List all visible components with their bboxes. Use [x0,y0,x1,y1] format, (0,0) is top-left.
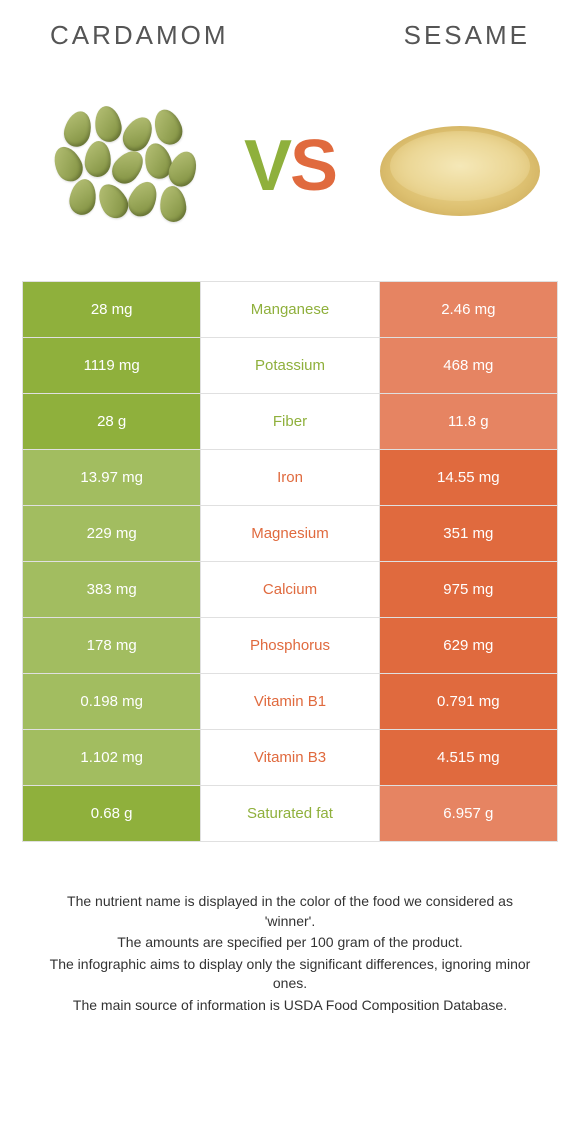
nutrient-label: Calcium [201,562,379,617]
right-value: 0.791 mg [380,674,557,729]
nutrient-label: Magnesium [201,506,379,561]
sesame-image [375,91,545,241]
right-value: 629 mg [380,618,557,673]
left-value: 229 mg [23,506,201,561]
table-row: 0.68 gSaturated fat6.957 g [23,785,557,841]
left-value: 1.102 mg [23,730,201,785]
vs-v-letter: V [244,126,290,206]
vs-section: VS [20,81,560,281]
footer-line: The amounts are specified per 100 gram o… [40,933,540,953]
left-value: 28 g [23,394,201,449]
right-value: 2.46 mg [380,282,557,337]
nutrient-label: Vitamin B3 [201,730,379,785]
nutrient-label: Saturated fat [201,786,379,841]
footer-notes: The nutrient name is displayed in the co… [20,842,560,1016]
right-value: 351 mg [380,506,557,561]
table-row: 0.198 mgVitamin B10.791 mg [23,673,557,729]
table-row: 28 gFiber11.8 g [23,393,557,449]
table-row: 178 mgPhosphorus629 mg [23,617,557,673]
nutrient-label: Vitamin B1 [201,674,379,729]
footer-line: The main source of information is USDA F… [40,996,540,1016]
nutrient-label: Iron [201,450,379,505]
left-value: 383 mg [23,562,201,617]
nutrient-label: Potassium [201,338,379,393]
footer-line: The nutrient name is displayed in the co… [40,892,540,931]
nutrient-label: Fiber [201,394,379,449]
nutrient-label: Manganese [201,282,379,337]
vs-s-letter: S [290,126,336,206]
table-row: 1.102 mgVitamin B34.515 mg [23,729,557,785]
left-value: 1119 mg [23,338,201,393]
cardamom-image [35,91,205,241]
right-value: 975 mg [380,562,557,617]
table-row: 229 mgMagnesium351 mg [23,505,557,561]
left-value: 13.97 mg [23,450,201,505]
table-row: 383 mgCalcium975 mg [23,561,557,617]
right-value: 14.55 mg [380,450,557,505]
vs-label: VS [244,125,336,207]
left-value: 0.198 mg [23,674,201,729]
nutrient-label: Phosphorus [201,618,379,673]
table-row: 28 mgManganese2.46 mg [23,281,557,337]
left-value: 178 mg [23,618,201,673]
right-value: 11.8 g [380,394,557,449]
footer-line: The infographic aims to display only the… [40,955,540,994]
left-value: 28 mg [23,282,201,337]
food-left-title: Cardamom [50,20,229,51]
table-row: 13.97 mgIron14.55 mg [23,449,557,505]
nutrient-table: 28 mgManganese2.46 mg1119 mgPotassium468… [22,281,558,842]
right-value: 4.515 mg [380,730,557,785]
table-row: 1119 mgPotassium468 mg [23,337,557,393]
left-value: 0.68 g [23,786,201,841]
right-value: 468 mg [380,338,557,393]
header: Cardamom Sesame [20,20,560,81]
food-right-title: Sesame [404,20,530,51]
right-value: 6.957 g [380,786,557,841]
